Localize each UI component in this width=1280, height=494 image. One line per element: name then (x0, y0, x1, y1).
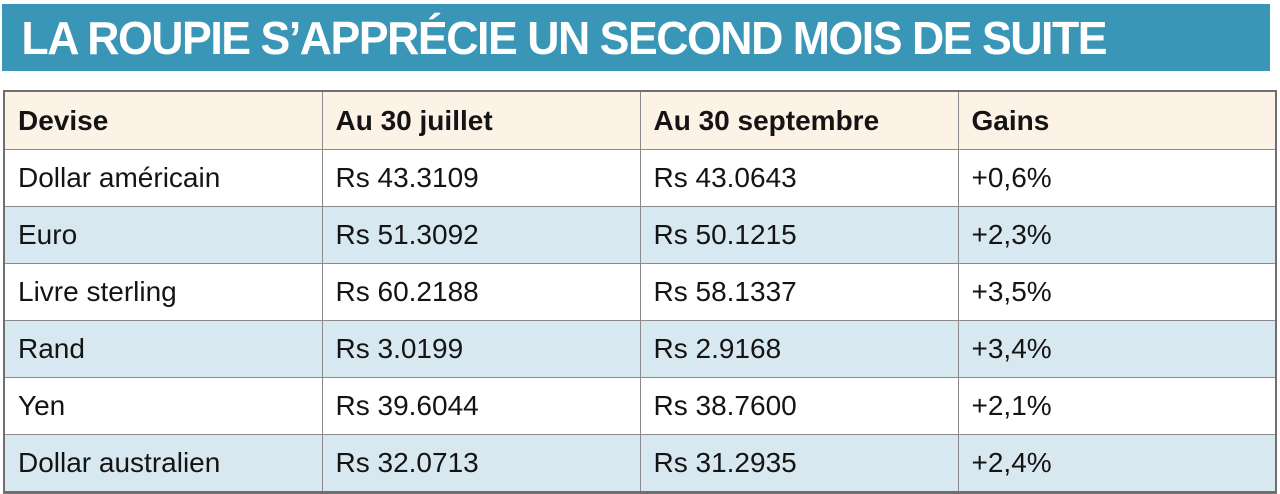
cell-rate-july: Rs 3.0199 (321, 320, 641, 378)
cell-rate-july: Rs 32.0713 (321, 434, 641, 493)
cell-gain: +2,3% (957, 206, 1277, 264)
cell-rate-september: Rs 43.0643 (639, 149, 959, 207)
table-header-row: Devise Au 30 juillet Au 30 septembre Gai… (3, 90, 1277, 150)
column-header-30-juillet: Au 30 juillet (321, 90, 641, 150)
table-row-livre-sterling: Livre sterling Rs 60.2188 Rs 58.1337 +3,… (3, 263, 1277, 321)
table-row-yen: Yen Rs 39.6044 Rs 38.7600 +2,1% (3, 377, 1277, 435)
cell-rate-july: Rs 39.6044 (321, 377, 641, 435)
table-row-dollar-americain: Dollar américain Rs 43.3109 Rs 43.0643 +… (3, 149, 1277, 207)
cell-rate-september: Rs 50.1215 (639, 206, 959, 264)
cell-rate-july: Rs 43.3109 (321, 149, 641, 207)
cell-currency: Rand (3, 320, 323, 378)
currency-table: Devise Au 30 juillet Au 30 septembre Gai… (3, 90, 1277, 494)
cell-currency: Dollar australien (3, 434, 323, 493)
cell-rate-september: Rs 2.9168 (639, 320, 959, 378)
cell-rate-september: Rs 31.2935 (639, 434, 959, 493)
cell-currency: Dollar américain (3, 149, 323, 207)
title-banner: LA ROUPIE S’APPRÉCIE UN SECOND MOIS DE S… (2, 4, 1270, 71)
cell-currency: Euro (3, 206, 323, 264)
cell-gain: +2,4% (957, 434, 1277, 493)
cell-rate-september: Rs 38.7600 (639, 377, 959, 435)
column-header-gains: Gains (957, 90, 1277, 150)
cell-currency: Yen (3, 377, 323, 435)
cell-rate-july: Rs 60.2188 (321, 263, 641, 321)
table-row-euro: Euro Rs 51.3092 Rs 50.1215 +2,3% (3, 206, 1277, 264)
cell-rate-september: Rs 58.1337 (639, 263, 959, 321)
cell-gain: +2,1% (957, 377, 1277, 435)
cell-currency: Livre sterling (3, 263, 323, 321)
cell-rate-july: Rs 51.3092 (321, 206, 641, 264)
cell-gain: +3,4% (957, 320, 1277, 378)
page-title: LA ROUPIE S’APPRÉCIE UN SECOND MOIS DE S… (21, 11, 1107, 64)
column-header-30-septembre: Au 30 septembre (639, 90, 959, 150)
table-row-dollar-australien: Dollar australien Rs 32.0713 Rs 31.2935 … (3, 434, 1277, 493)
table-row-rand: Rand Rs 3.0199 Rs 2.9168 +3,4% (3, 320, 1277, 378)
cell-gain: +0,6% (957, 149, 1277, 207)
currency-table-container: Devise Au 30 juillet Au 30 septembre Gai… (3, 90, 1277, 494)
cell-gain: +3,5% (957, 263, 1277, 321)
column-header-devise: Devise (3, 90, 323, 150)
